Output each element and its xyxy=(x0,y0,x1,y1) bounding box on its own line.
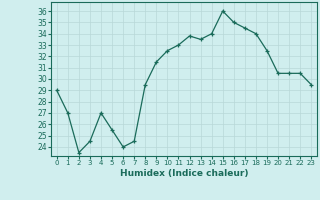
X-axis label: Humidex (Indice chaleur): Humidex (Indice chaleur) xyxy=(120,169,248,178)
